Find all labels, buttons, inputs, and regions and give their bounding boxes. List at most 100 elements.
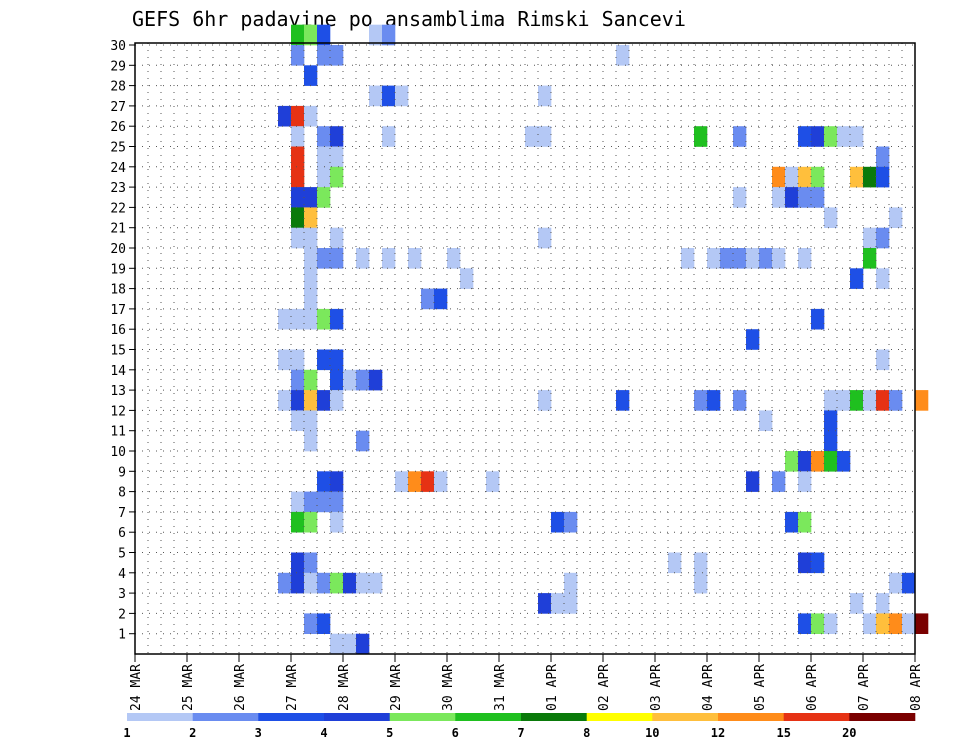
colorbar-label: 7 (517, 726, 524, 740)
precip-cell (811, 187, 825, 208)
plot-frame (134, 42, 916, 655)
precip-cell (759, 248, 773, 269)
precip-cell (317, 308, 331, 330)
colorbar-swatch (849, 713, 916, 721)
precip-cell (291, 227, 305, 249)
precip-cell (824, 410, 838, 431)
precip-cell (681, 248, 695, 269)
colorbar-swatch (586, 713, 653, 721)
colorbar-label: 12 (711, 726, 725, 740)
x-tick-label: 25 MAR (181, 664, 196, 711)
colorbar: 1 2 3 4 5 6 7 8 10 12 15 20 (123, 713, 916, 740)
precip-cell (811, 613, 825, 634)
precip-cell (291, 105, 305, 127)
colorbar-label: 4 (320, 726, 327, 740)
precip-cell (291, 511, 305, 533)
precip-cell (798, 187, 812, 208)
y-tick-label: 24 (110, 161, 126, 176)
colorbar-swatch (324, 713, 390, 721)
precip-cell (538, 227, 552, 249)
precip-cell (876, 166, 890, 188)
precip-cell (291, 369, 305, 391)
precip-cell (785, 451, 799, 472)
precip-cell (317, 349, 331, 371)
precip-cell (304, 207, 318, 228)
colorbar-label: 6 (452, 726, 459, 740)
precip-cell (785, 187, 799, 208)
y-tick-label: 18 (110, 283, 126, 298)
precip-cell (824, 430, 838, 452)
precip-cell (278, 349, 292, 371)
precip-cell (291, 390, 305, 411)
precip-cell (746, 471, 760, 492)
precip-cell (798, 166, 812, 188)
precip-cell (382, 248, 396, 269)
precip-cell (330, 227, 344, 249)
precip-cell (317, 166, 331, 188)
precip-cell (317, 146, 331, 168)
precip-cell (863, 227, 877, 249)
precip-cell (525, 126, 539, 147)
precip-cell (863, 166, 877, 188)
precip-cell (824, 207, 838, 228)
precip-cell (772, 187, 786, 208)
precip-cell (811, 166, 825, 188)
precip-cell (330, 308, 344, 330)
x-tick-label: 28 MAR (337, 664, 352, 711)
precip-cell (564, 593, 578, 614)
precip-cell (330, 146, 344, 168)
precip-cell (304, 572, 318, 594)
precip-cell (746, 248, 760, 269)
precip-cell (733, 126, 747, 147)
precip-cell (876, 349, 890, 371)
precip-cell (850, 126, 864, 147)
y-tick-label: 22 (110, 201, 126, 216)
y-tick-label: 14 (110, 364, 126, 379)
precip-cell (759, 410, 773, 431)
precip-cell (317, 45, 331, 66)
x-tick-label: 07 APR (857, 664, 872, 711)
precip-cell (733, 187, 747, 208)
precip-cell (317, 24, 331, 46)
precip-cell (304, 24, 318, 46)
y-tick-label: 12 (110, 404, 126, 419)
x-tick-label: 24 MAR (129, 664, 144, 711)
precip-cell (863, 248, 877, 269)
precip-cell (330, 45, 344, 66)
precip-cell (278, 572, 292, 594)
precip-cell (616, 390, 630, 411)
x-tick-label: 02 APR (597, 664, 612, 711)
precip-cell (304, 410, 318, 431)
y-tick-label: 11 (110, 425, 126, 440)
y-tick-label: 9 (118, 465, 126, 480)
precip-cell (889, 613, 903, 634)
precip-cell (330, 572, 344, 594)
precip-cell (291, 166, 305, 188)
precip-cell (304, 227, 318, 249)
colorbar-swatch (718, 713, 784, 721)
chart-title: GEFS 6hr padavine po ansamblima Rimski S… (132, 7, 686, 31)
precip-cell (915, 613, 929, 634)
precip-cell (876, 613, 890, 634)
y-tick-label: 17 (110, 303, 126, 318)
precip-cell (304, 248, 318, 269)
colorbar-label: 2 (189, 726, 196, 740)
y-tick-label: 7 (118, 506, 126, 521)
precip-cell (356, 572, 370, 594)
precip-cell (824, 451, 838, 472)
x-tick-label: 29 MAR (389, 664, 404, 711)
precip-cell (811, 308, 825, 330)
precip-cell (824, 126, 838, 147)
precip-cell (304, 308, 318, 330)
precip-cell (668, 552, 682, 574)
precip-cell (538, 85, 552, 107)
colorbar-swatch (389, 713, 456, 721)
precip-cell (850, 390, 864, 411)
precip-cell (369, 24, 383, 46)
colorbar-label: 5 (386, 726, 393, 740)
precip-cell (304, 511, 318, 533)
precip-cell (356, 633, 370, 655)
precip-cell (304, 390, 318, 411)
precip-cell (330, 166, 344, 188)
